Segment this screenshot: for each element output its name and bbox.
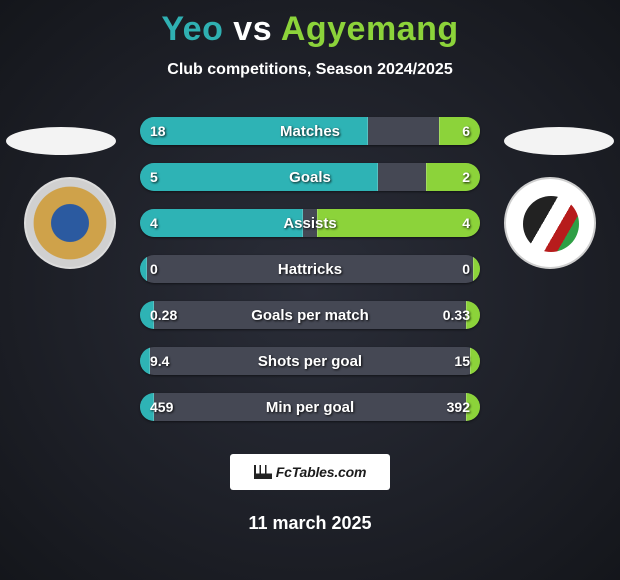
player2-club-badge xyxy=(504,177,596,269)
subtitle: Club competitions, Season 2024/2025 xyxy=(0,61,620,79)
comparison-panel: 18 6 Matches 5 2 Goals 4 4 Assists 0 0 H… xyxy=(0,99,620,439)
chart-icon xyxy=(254,465,272,479)
stat-label: Hattricks xyxy=(140,255,480,283)
stat-label: Shots per goal xyxy=(140,347,480,375)
stat-row: 18 6 Matches xyxy=(140,117,480,145)
stat-value-right: 0.33 xyxy=(443,301,470,329)
stat-fill-right xyxy=(470,347,480,375)
stat-row: 4 4 Assists xyxy=(140,209,480,237)
stat-value-left: 18 xyxy=(150,117,166,145)
stat-value-right: 0 xyxy=(462,255,470,283)
wac-badge-icon xyxy=(523,196,579,252)
stat-row: 0.28 0.33 Goals per match xyxy=(140,301,480,329)
stat-fill-left xyxy=(140,117,368,145)
player1-club-badge xyxy=(24,177,116,269)
stat-fill-left xyxy=(140,255,147,283)
stat-fill-right xyxy=(439,117,480,145)
player1-ellipse xyxy=(6,127,116,155)
stat-value-left: 0 xyxy=(150,255,158,283)
stat-value-right: 6 xyxy=(462,117,470,145)
stat-label: Min per goal xyxy=(140,393,480,421)
stat-value-right: 392 xyxy=(447,393,470,421)
snapshot-date: 11 march 2025 xyxy=(0,513,620,534)
stat-value-right: 2 xyxy=(462,163,470,191)
stat-value-left: 0.28 xyxy=(150,301,177,329)
stat-value-left: 9.4 xyxy=(150,347,169,375)
stat-value-left: 459 xyxy=(150,393,173,421)
player1-name: Yeo xyxy=(161,10,223,48)
vs-text: vs xyxy=(233,10,272,48)
stat-fill-left xyxy=(140,347,150,375)
page-title: Yeo vs Agyemang xyxy=(0,0,620,49)
stat-fill-right xyxy=(426,163,480,191)
player2-ellipse xyxy=(504,127,614,155)
logo-text: FcTables.com xyxy=(276,464,366,480)
stat-row: 9.4 15 Shots per goal xyxy=(140,347,480,375)
stat-row: 0 0 Hattricks xyxy=(140,255,480,283)
stat-value-left: 4 xyxy=(150,209,158,237)
stat-fill-left xyxy=(140,209,303,237)
stat-value-right: 15 xyxy=(454,347,470,375)
stat-row: 459 392 Min per goal xyxy=(140,393,480,421)
stats-bars: 18 6 Matches 5 2 Goals 4 4 Assists 0 0 H… xyxy=(140,117,480,439)
stat-fill-left xyxy=(140,163,378,191)
stat-row: 5 2 Goals xyxy=(140,163,480,191)
stat-label: Goals per match xyxy=(140,301,480,329)
stat-value-right: 4 xyxy=(462,209,470,237)
stat-fill-right xyxy=(317,209,480,237)
stat-fill-right xyxy=(473,255,480,283)
fctables-logo[interactable]: FcTables.com xyxy=(230,454,390,490)
player2-name: Agyemang xyxy=(281,10,459,48)
stat-value-left: 5 xyxy=(150,163,158,191)
